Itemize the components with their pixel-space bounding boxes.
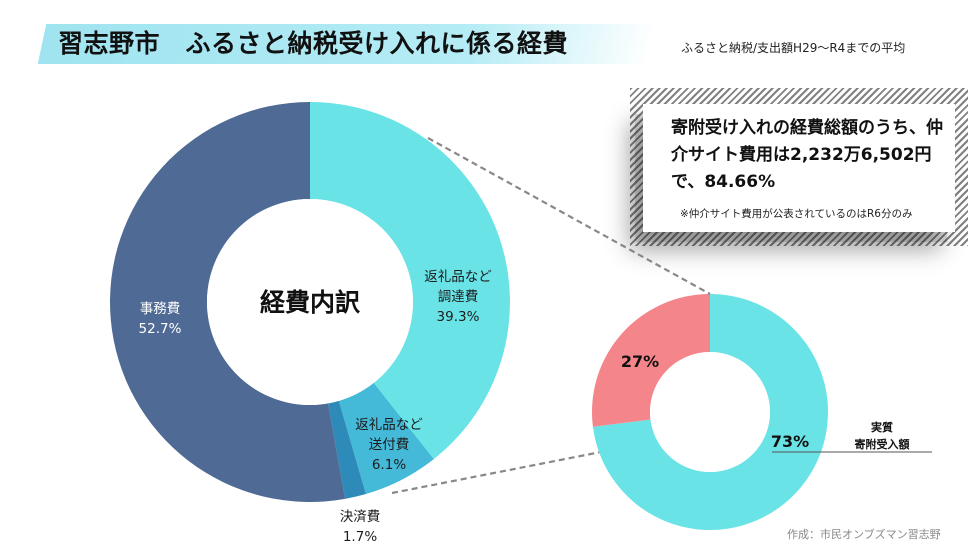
slice-value-label: 73% (771, 432, 809, 451)
donut-slice (328, 400, 366, 499)
callout-label: 実質寄附受入額 (855, 420, 910, 451)
slice-label: 返礼品など送付費 6.1% (355, 417, 423, 473)
page-subtitle: ふるさと納税/支出額H29〜R4までの平均 (681, 41, 906, 55)
connector-line (427, 137, 711, 295)
slice-label: 返礼品など調達費 39.3% (424, 269, 492, 325)
slice-label: 決済費 1.7% (340, 509, 381, 545)
note-box (643, 104, 955, 232)
donut-center-title: 経費内訳 (260, 288, 361, 317)
donut-slice (338, 382, 434, 495)
donut-slice (109, 102, 346, 502)
donut-slice (592, 294, 710, 427)
donut-slice (310, 102, 510, 460)
slice-value-label: 27% (621, 352, 659, 371)
note-text: 寄附受け入れの経費総額のうち、仲介サイト費用は2,232万6,502円 で、84… (671, 118, 943, 192)
donut-hole (650, 352, 770, 472)
credit-text: 作成：市民オンブズマン習志野 (787, 528, 941, 541)
connector-line (391, 451, 600, 495)
slice-label: 事務費 52.7% (139, 301, 182, 337)
page-title: 習志野市 ふるさと納税受け入れに係る経費 (58, 29, 569, 58)
donut-slice (592, 294, 829, 531)
note-footnote: ※仲介サイト費用が公表されているのはR6分のみ (680, 208, 913, 220)
donut-hole (207, 199, 413, 405)
